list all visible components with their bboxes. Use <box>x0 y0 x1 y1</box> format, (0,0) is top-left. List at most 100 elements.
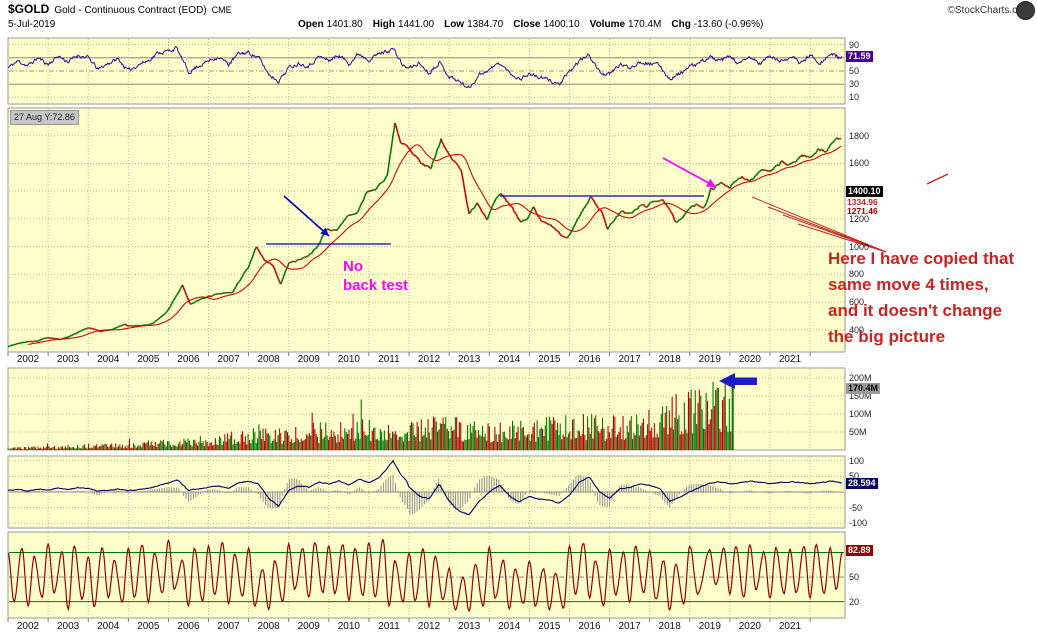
x-axis-year-label: 2006 <box>177 354 200 365</box>
rsi-axis-label: 90 <box>849 39 860 50</box>
x-axis-year-label: 2002 <box>16 354 40 365</box>
chart-title: Gold - Continuous Contract (EOD) <box>54 5 207 16</box>
last-price-badge: 1400.10 <box>846 185 883 197</box>
price-axis-label: 800 <box>849 269 865 280</box>
chart-header-row2: 5-Jul-2019 Open 1401.80 High 1441.00 Low 1384… <box>8 19 1031 30</box>
annotation-line: Here I have copied that <box>828 249 1015 268</box>
rsi-axis-label: 30 <box>849 79 860 90</box>
x-axis-year-label: 2019 <box>698 621 721 632</box>
rsi-value-badge: 71.59 <box>846 51 873 63</box>
price-axis-label: 1000 <box>849 241 870 252</box>
ma1-value-label: 1334.96 <box>847 197 878 208</box>
macd-axis-label: 50 <box>849 471 860 482</box>
x-axis-year-label: 2019 <box>698 354 721 365</box>
crosshair-tooltip: 27 Aug Y:72.86 <box>10 110 79 125</box>
x-axis-year-label: 2016 <box>578 354 601 365</box>
annotation-line: the big picture <box>828 327 946 346</box>
annotation-line: No <box>343 258 363 275</box>
x-axis-year-label: 2011 <box>378 621 400 632</box>
rsi-axis-label: 50 <box>849 66 860 76</box>
quote-value: 1384.70 <box>467 19 504 30</box>
x-axis-year-label: 2012 <box>417 621 441 632</box>
x-axis-year-label: 2009 <box>297 621 320 632</box>
price-axis-label: 400 <box>849 324 865 335</box>
copied-move-annotation: Here I have copied that same move 4 time… <box>828 246 1014 350</box>
x-axis-year-label: 2020 <box>738 621 761 632</box>
macd-axis-label: 100 <box>849 455 865 466</box>
x-axis-year-label: 2010 <box>337 354 360 365</box>
price-axis-label: 600 <box>849 297 865 308</box>
quote-label: Close <box>513 19 541 30</box>
x-axis-year-label: 2009 <box>297 354 320 365</box>
quote-label: Open <box>298 19 324 30</box>
quote-value: 1401.80 <box>326 19 363 30</box>
chart-date: 5-Jul-2019 <box>8 19 56 30</box>
quote-label: Volume <box>589 19 626 30</box>
x-axis-year-label: 2002 <box>16 621 40 632</box>
ohlc-quote-row: Open 1401.80 High 1441.00 Low 1384.70 Close 140… <box>298 19 773 30</box>
x-axis-year-label: 2021 <box>778 354 802 365</box>
quote-label: Chg <box>671 19 691 30</box>
x-axis-year-label: 2004 <box>97 621 120 632</box>
x-axis-year-label: 2011 <box>378 354 400 365</box>
annotation-line: same move 4 times, <box>828 275 989 294</box>
x-axis-year-label: 2014 <box>498 354 521 365</box>
copyright: ©StockCharts.com <box>947 5 1031 16</box>
ticker-symbol: $GOLD <box>8 2 50 16</box>
exchange-label: CME <box>211 5 232 15</box>
x-axis-year-label: 2013 <box>458 621 481 632</box>
price-axis-label: 1800 <box>849 130 870 141</box>
x-axis-year-label: 2018 <box>658 621 681 632</box>
x-axis-year-label: 2003 <box>56 621 80 632</box>
x-axis-year-label: 2012 <box>417 354 441 365</box>
volume-axis-label: 150M <box>849 391 872 402</box>
stoch-axis-label: 20 <box>849 596 860 607</box>
volume-value-badge: 170.4M <box>846 383 881 395</box>
x-axis-year-label: 2020 <box>738 354 761 365</box>
x-axis-year-label: 2007 <box>217 621 240 632</box>
volume-axis-label: 100M <box>849 409 872 420</box>
x-axis-year-label: 2003 <box>56 354 80 365</box>
x-axis-year-label: 2017 <box>618 354 641 365</box>
volume-axis-label: 200M <box>849 373 872 384</box>
quote-value: 1400.10 <box>543 19 580 30</box>
x-axis-year-label: 2016 <box>578 621 601 632</box>
x-axis-year-label: 2005 <box>137 621 160 632</box>
x-axis-year-label: 2007 <box>217 354 240 365</box>
stoch-axis-label: 50 <box>849 572 860 583</box>
volume-axis-label: 50M <box>849 427 867 438</box>
x-axis-year-label: 2017 <box>618 621 641 632</box>
chart-header-row1: $GOLD Gold - Continuous Contract (EOD) C… <box>8 2 1031 16</box>
x-axis-year-label: 2006 <box>177 621 200 632</box>
annotation-line: and it doesn't change <box>828 301 1003 320</box>
ma2-value-label: 1271.46 <box>847 206 878 217</box>
x-axis-year-label: 2005 <box>137 354 160 365</box>
x-axis-year-label: 2014 <box>498 621 521 632</box>
x-axis-year-label: 2021 <box>778 621 802 632</box>
rsi-axis-label: 10 <box>849 92 860 103</box>
x-axis-year-label: 2018 <box>658 354 681 365</box>
quote-value: 170.4M <box>628 19 662 30</box>
macd-value-badge: 28.594 <box>846 477 878 489</box>
x-axis-year-label: 2008 <box>257 354 280 365</box>
stoch-value-badge: 82.89 <box>846 544 873 556</box>
x-axis-year-label: 2008 <box>257 621 280 632</box>
x-axis-year-label: 2015 <box>538 621 561 632</box>
no-back-test-annotation: No back test <box>343 257 408 295</box>
price-axis-label: 1200 <box>849 213 870 224</box>
macd-axis-label: -50 <box>849 502 863 513</box>
macd-axis-label: -100 <box>849 518 868 529</box>
x-axis-year-label: 2010 <box>337 621 360 632</box>
quote-label: High <box>372 19 395 30</box>
annotation-line: back test <box>343 277 409 294</box>
x-axis-year-label: 2015 <box>538 354 561 365</box>
overlay-widget-icon[interactable] <box>1016 1 1035 20</box>
price-axis-label: 1600 <box>849 158 870 169</box>
quote-label: Low <box>444 19 465 30</box>
quote-value: -13.60 (-0.96%) <box>693 19 764 30</box>
quote-value: 1441.00 <box>397 19 435 30</box>
x-axis-year-label: 2013 <box>458 354 481 365</box>
x-axis-year-label: 2004 <box>97 354 120 365</box>
